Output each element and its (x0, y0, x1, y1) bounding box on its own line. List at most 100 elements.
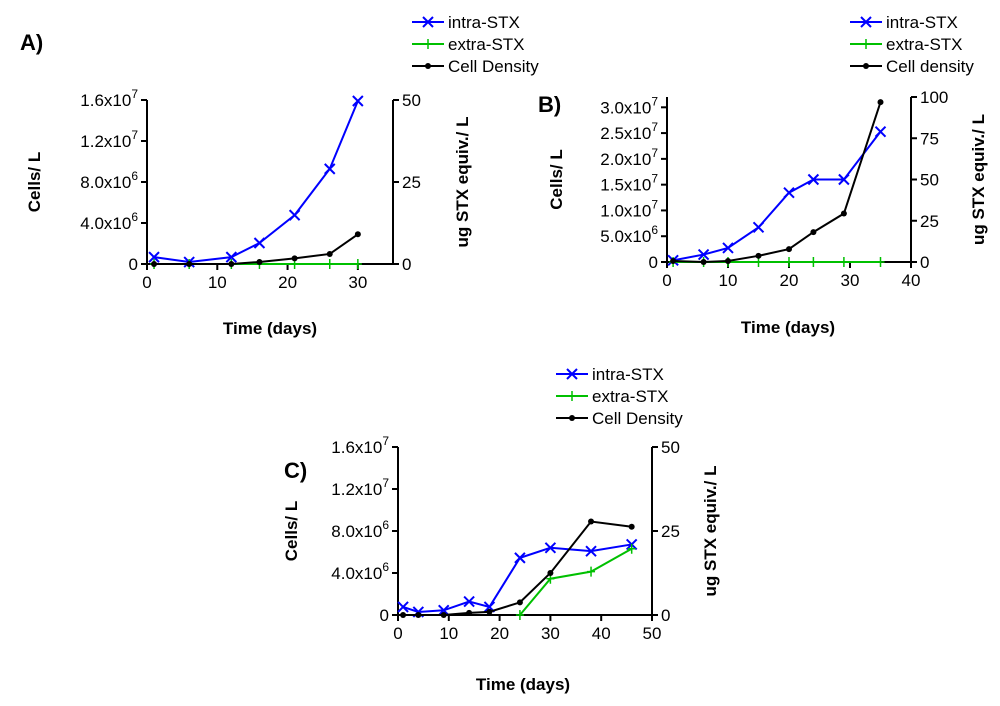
legend-label: intra-STX (592, 365, 664, 384)
y-tick-label-left: 1.0x107 (600, 197, 658, 220)
exponent: 7 (382, 476, 389, 490)
series-line (673, 101, 882, 264)
x-tick-label: 10 (439, 624, 458, 643)
series-cell-density (670, 99, 884, 265)
x-axis-label: Time (days) (223, 319, 317, 338)
y-tick-label-right: 50 (920, 171, 939, 190)
y-tick-label-left: 1.6x107 (80, 87, 138, 110)
data-point (874, 125, 887, 138)
legend-item: Cell density (850, 57, 974, 76)
data-point (783, 186, 795, 199)
legend: intra-STX extra-STX Cell Density (556, 365, 683, 428)
data-point (755, 252, 762, 259)
data-point (400, 612, 407, 618)
legend-label: Cell density (886, 57, 974, 76)
exponent: 6 (651, 223, 658, 237)
data-point (876, 257, 885, 267)
data-point (353, 259, 362, 269)
panel-label: A) (20, 30, 43, 55)
x-tick-label: 0 (393, 624, 402, 643)
data-point (325, 259, 334, 269)
data-point (466, 609, 473, 616)
data-point (587, 566, 596, 577)
x-tick-label: 30 (348, 273, 367, 292)
legend-label: extra-STX (592, 387, 669, 406)
data-point (440, 612, 447, 618)
data-point (700, 259, 707, 265)
exponent: 7 (651, 146, 658, 160)
y-tick-label-left: 1.5x107 (600, 172, 658, 195)
y-tick-label-left: 4.0x106 (331, 560, 389, 583)
data-point (877, 99, 884, 106)
exponent: 7 (382, 434, 389, 448)
legend-label: extra-STX (886, 35, 963, 54)
data-point (422, 16, 434, 28)
series-line (519, 547, 633, 616)
panel-b: B)0 10 20 30 4005.0x1061.0x1071.5x1072.0x107… (538, 13, 988, 337)
legend-item: intra-STX (556, 365, 664, 384)
data-point (752, 221, 765, 234)
data-point (291, 255, 298, 262)
y-tick-label-left: 2.0x107 (600, 146, 658, 169)
y-axis-label-right: ug STX equiv./ L (969, 114, 988, 245)
y-tick-label-right: 25 (402, 173, 421, 192)
data-point (324, 163, 336, 175)
data-point (151, 261, 158, 267)
x-tick-label: 20 (780, 271, 799, 290)
y-tick-label-left: 2.5x107 (600, 120, 658, 143)
data-point (544, 542, 557, 554)
panel-a: A) 0 10 20 30 0 4.0x106 8.0x106 1.2x107 1.6x107 0 2… (20, 13, 539, 338)
data-point (722, 242, 734, 254)
data-point (515, 610, 524, 620)
y-tick-label-right: 25 (920, 212, 939, 231)
exponent: 7 (131, 87, 138, 101)
legend-item: Cell Density (556, 409, 683, 428)
data-point (569, 415, 575, 421)
data-point (354, 231, 361, 238)
x-tick-label: 0 (662, 271, 671, 290)
data-point (725, 257, 731, 264)
exponent: 7 (651, 172, 658, 186)
exponent: 6 (382, 518, 389, 532)
panel-c: C)0 10 20 30 40 5004.0x1068.0x1061.2x1071.6x1… (282, 365, 720, 694)
legend-label: extra-STX (448, 35, 525, 54)
data-point (585, 545, 597, 557)
x-tick-label: 30 (841, 271, 860, 290)
legend-item: extra-STX (850, 35, 963, 54)
data-point (256, 258, 263, 265)
x-tick-label: 20 (490, 624, 509, 643)
data-point (838, 173, 850, 186)
exponent: 7 (651, 94, 658, 108)
data-point (786, 246, 792, 253)
y-tick-label-left: 0 (380, 606, 389, 625)
legend-label: Cell Density (592, 409, 683, 428)
data-point (516, 599, 523, 606)
data-point (547, 570, 554, 576)
legend: intra-STX extra-STX Cell Density (412, 13, 539, 76)
y-tick-label-right: 0 (661, 606, 670, 625)
legend-item: intra-STX (850, 13, 958, 32)
data-point (486, 608, 493, 615)
data-point (438, 604, 450, 617)
data-point (425, 63, 431, 69)
series-intra-stx (148, 95, 364, 268)
data-point (326, 250, 333, 257)
data-point (288, 209, 301, 221)
y-tick-label-left: 8.0x106 (331, 518, 389, 541)
x-tick-label: 30 (541, 624, 560, 643)
data-point (860, 16, 872, 28)
data-point (415, 612, 422, 618)
data-point (810, 229, 817, 236)
data-point (627, 543, 636, 554)
x-tick-label: 10 (719, 271, 738, 290)
series-cell-density (400, 518, 635, 618)
legend-label: intra-STX (448, 13, 520, 32)
legend: intra-STX extra-STX Cell density (850, 13, 974, 76)
data-point (514, 552, 526, 564)
data-point (785, 257, 793, 267)
y-axis-label-left: Cells/ L (547, 149, 566, 209)
y-axis-label-right: ug STX equiv./ L (453, 117, 472, 248)
data-point (148, 251, 160, 263)
legend-item: extra-STX (556, 387, 669, 406)
